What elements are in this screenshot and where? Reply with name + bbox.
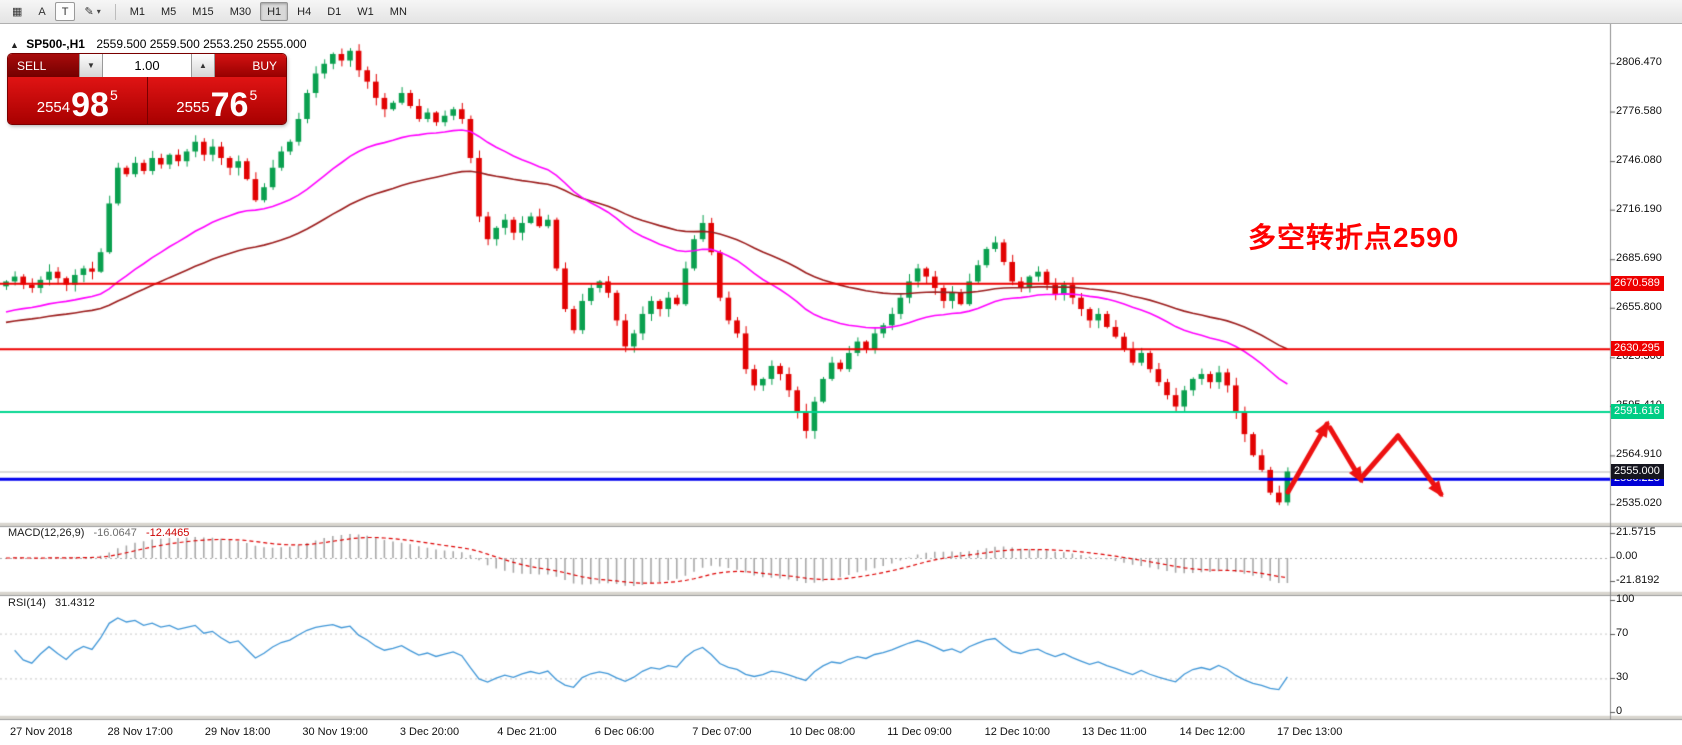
toolbar: ▦ A T ✎ ▾ M1 M5 M15 M30 H1 H4 D1 W1 MN (0, 0, 1682, 24)
timeframe-mn-button[interactable]: MN (383, 2, 414, 21)
sell-button[interactable]: SELL (8, 54, 79, 77)
timeframe-m5-button[interactable]: M5 (154, 2, 183, 21)
volume-increase-button[interactable]: ▲ (191, 54, 215, 77)
sell-price-button[interactable]: 2554 98 5 (8, 77, 147, 124)
timeframe-h1-button[interactable]: H1 (260, 2, 289, 21)
rsi-name: RSI(14) (8, 597, 46, 609)
timeframe-m15-button[interactable]: M15 (185, 2, 220, 21)
chart-title: ▲ SP500-,H1 2559.500 2559.500 2553.250 2… (10, 37, 307, 51)
macd-label: MACD(12,26,9) -16.0647 -12.4465 (8, 527, 195, 539)
buy-price-base: 2555 (176, 99, 210, 116)
volume-decrease-button[interactable]: ▼ (79, 54, 103, 77)
sell-price-sup: 5 (109, 87, 118, 103)
chart-canvas[interactable] (0, 24, 1682, 745)
symbol-label: SP500-,H1 (26, 37, 85, 51)
buy-price-sup: 5 (249, 87, 258, 103)
arrow-tool-button[interactable]: A (31, 2, 52, 21)
text-tool-button[interactable]: T (54, 2, 76, 21)
trend-annotation-text: 多空转折点2590 (1248, 222, 1460, 253)
rsi-value: 31.4312 (54, 597, 95, 609)
macd-name: MACD(12,26,9) (8, 527, 85, 539)
ohlc-values: 2559.500 2559.500 2553.250 2555.000 (96, 37, 307, 51)
buy-button[interactable]: BUY (215, 54, 286, 77)
macd-main-value: -16.0647 (93, 527, 137, 539)
timeframe-d1-button[interactable]: D1 (320, 2, 348, 21)
timeframe-m30-button[interactable]: M30 (223, 2, 258, 21)
one-click-trading-panel: SELL ▼ 1.00 ▲ BUY 2554 98 5 2555 76 5 (8, 54, 286, 124)
rsi-label: RSI(14) 31.4312 (8, 597, 101, 609)
sell-price-base: 2554 (36, 99, 71, 116)
chart-grid-icon[interactable]: ▦ (5, 2, 29, 21)
macd-signal-value: -12.4465 (145, 527, 190, 539)
toolbar-separator (114, 3, 116, 20)
buy-price-button[interactable]: 2555 76 5 (147, 77, 286, 124)
sell-price-big: 98 (71, 85, 109, 124)
chevron-down-icon: ▾ (96, 7, 101, 16)
timeframe-m1-button[interactable]: M1 (123, 2, 152, 21)
draw-tool-button[interactable]: ✎ ▾ (77, 2, 107, 21)
collapse-panel-icon[interactable]: ▲ (10, 40, 19, 50)
pencil-icon: ✎ (84, 6, 94, 18)
volume-input[interactable]: 1.00 (103, 54, 191, 77)
buy-price-big: 76 (210, 85, 249, 124)
timeframe-h4-button[interactable]: H4 (290, 2, 318, 21)
timeframe-w1-button[interactable]: W1 (350, 2, 381, 21)
